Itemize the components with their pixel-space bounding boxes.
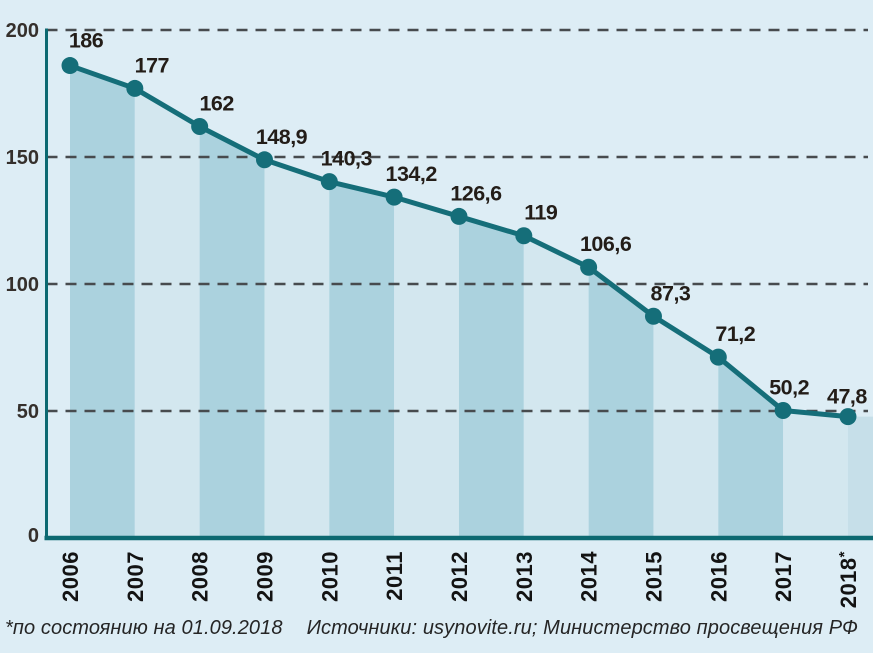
y-tick-label: 200	[6, 20, 39, 42]
value-label: 140,3	[321, 147, 373, 171]
year-label: 2007	[123, 551, 148, 602]
chart-footnote: *по состоянию на 01.09.2018 Источники: us…	[5, 617, 871, 640]
data-point	[385, 188, 403, 206]
year-label: 2014	[577, 551, 602, 602]
year-label: 2008	[188, 551, 213, 602]
year-label: 2011	[382, 551, 407, 601]
data-point	[61, 57, 79, 75]
band-segment	[588, 267, 654, 538]
band-segment	[523, 235, 589, 539]
footnote-sources: Источники: usynovite.ru; Министерство пр…	[306, 617, 858, 639]
band-segment	[458, 216, 524, 538]
year-label: 2016	[706, 551, 731, 602]
y-tick-label: 0	[28, 525, 39, 547]
value-label: 106,6	[580, 232, 632, 256]
data-point	[644, 307, 662, 325]
year-label: 2006	[58, 551, 83, 602]
year-label: 2009	[252, 551, 277, 602]
value-label: 186	[69, 29, 104, 53]
band-segment	[329, 181, 395, 538]
value-label: 47,8	[827, 385, 867, 409]
data-point	[255, 151, 273, 169]
value-label: 126,6	[450, 181, 502, 205]
value-label: 148,9	[256, 125, 308, 149]
year-label: 2013	[512, 551, 537, 602]
y-tick-label: 50	[17, 401, 39, 423]
band-segment	[783, 410, 848, 538]
data-point	[450, 207, 468, 225]
y-tick-label: 100	[6, 274, 39, 296]
year-label: 2010	[317, 551, 342, 602]
year-label: 2018*	[836, 551, 861, 608]
band-segment	[394, 197, 459, 538]
value-label: 119	[524, 201, 558, 225]
data-point	[580, 258, 598, 276]
data-point	[320, 173, 338, 191]
data-point	[515, 227, 533, 245]
data-point	[839, 408, 857, 426]
year-label: 2012	[447, 551, 472, 602]
footnote-date: *по состоянию на 01.09.2018	[5, 617, 283, 639]
value-label: 177	[135, 53, 170, 77]
year-label: 2015	[641, 551, 666, 602]
y-tick-label: 150	[6, 147, 39, 169]
band-segment	[134, 88, 200, 539]
value-label: 87,3	[651, 281, 691, 305]
band-segment	[653, 316, 719, 538]
data-point	[126, 79, 144, 97]
value-label: 50,2	[769, 375, 809, 399]
band-segment	[264, 159, 330, 538]
year-label: 2017	[771, 551, 796, 602]
band-segment	[70, 65, 135, 538]
data-point	[191, 118, 209, 136]
value-label: 162	[199, 92, 234, 116]
band-segment	[718, 357, 784, 538]
value-label: 134,2	[385, 162, 437, 186]
adoption-decline-chart: 186 177 162 148,9 140,3 134,2 126,6 119 106,6 87,…	[6, 20, 873, 608]
value-label: 71,2	[715, 322, 755, 346]
band-segment	[199, 126, 265, 539]
data-point	[709, 348, 727, 366]
data-point	[774, 401, 792, 419]
band-segment-tail	[847, 416, 873, 538]
